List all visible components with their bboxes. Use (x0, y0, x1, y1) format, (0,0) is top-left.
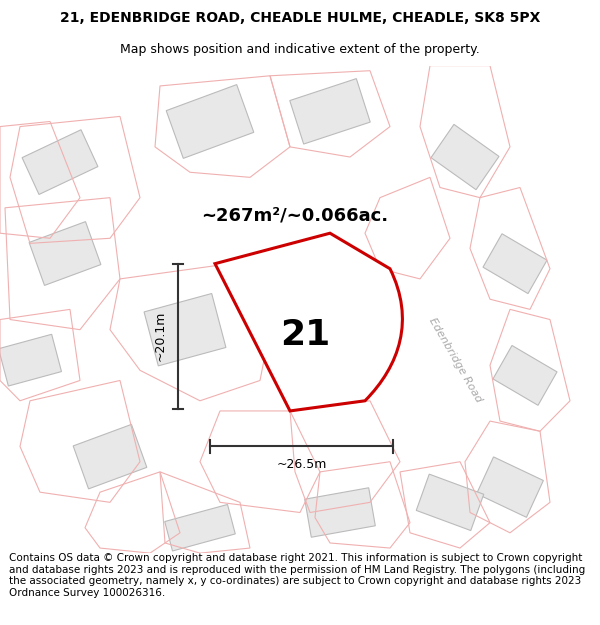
Bar (476, 457, 544, 518)
Bar (22, 130, 98, 194)
Text: Map shows position and indicative extent of the property.: Map shows position and indicative extent… (120, 42, 480, 56)
Bar (305, 488, 376, 538)
Text: ~20.1m: ~20.1m (154, 311, 167, 361)
Bar (0, 334, 61, 386)
Bar (493, 346, 557, 405)
Text: ~26.5m: ~26.5m (277, 458, 326, 471)
Text: Contains OS data © Crown copyright and database right 2021. This information is : Contains OS data © Crown copyright and d… (9, 553, 585, 598)
Bar (483, 234, 547, 294)
Text: Edenbridge Road: Edenbridge Road (427, 316, 484, 404)
Bar (416, 474, 484, 531)
Bar (73, 424, 147, 489)
Bar (29, 222, 101, 286)
Text: ~267m²/~0.066ac.: ~267m²/~0.066ac. (202, 207, 389, 225)
PathPatch shape (215, 233, 403, 411)
Bar (165, 504, 235, 551)
Bar (166, 84, 254, 158)
Text: 21: 21 (280, 318, 330, 352)
Text: 21, EDENBRIDGE ROAD, CHEADLE HULME, CHEADLE, SK8 5PX: 21, EDENBRIDGE ROAD, CHEADLE HULME, CHEA… (60, 11, 540, 26)
Bar (290, 79, 370, 144)
Bar (144, 294, 226, 366)
Bar (431, 124, 499, 190)
